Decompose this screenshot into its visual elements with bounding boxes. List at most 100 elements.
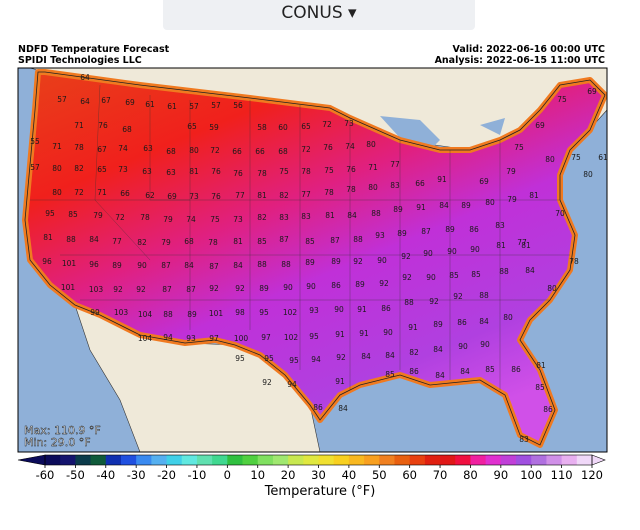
colorbar-bin xyxy=(546,455,563,465)
station-temp: 89 xyxy=(187,310,197,319)
station-temp: 92 xyxy=(136,285,146,294)
station-temp: 79 xyxy=(163,215,173,224)
station-temp: 89 xyxy=(433,320,443,329)
station-temp: 97 xyxy=(209,334,219,343)
colorbar-bin xyxy=(455,455,471,465)
station-temp: 87 xyxy=(209,262,219,271)
station-temp: 88 xyxy=(499,267,509,276)
station-temp: 57 xyxy=(57,95,67,104)
station-temp: 59 xyxy=(209,123,219,132)
station-temp: 86 xyxy=(511,365,521,374)
station-temp: 81 xyxy=(233,237,243,246)
colorbar-bin xyxy=(196,455,213,465)
station-temp: 68 xyxy=(278,147,288,156)
colorbar-tick-label: 120 xyxy=(581,468,603,482)
station-temp: 63 xyxy=(166,168,176,177)
colorbar-bin xyxy=(348,455,365,465)
station-temp: 95 xyxy=(309,332,319,341)
colorbar-tick-label: 0 xyxy=(224,468,231,482)
station-temp: 57 xyxy=(189,102,199,111)
station-temp: 84 xyxy=(385,351,395,360)
station-temp: 91 xyxy=(357,305,367,314)
station-temp: 83 xyxy=(279,213,289,222)
station-temp: 95 xyxy=(289,356,299,365)
station-temp: 65 xyxy=(187,122,197,131)
colorbar-tick-label: 60 xyxy=(402,468,417,482)
station-temp: 66 xyxy=(120,189,130,198)
station-temp: 73 xyxy=(118,165,128,174)
colorbar-bin xyxy=(379,455,395,465)
station-temp: 68 xyxy=(166,147,176,156)
station-temp: 72 xyxy=(301,145,311,154)
colorbar-bin xyxy=(212,455,228,465)
station-temp: 67 xyxy=(101,96,111,105)
station-temp: 61 xyxy=(167,102,177,111)
station-temp: 94 xyxy=(311,355,321,364)
station-temp: 80 xyxy=(366,140,376,149)
colorbar-bin xyxy=(75,455,91,465)
station-temp: 85 xyxy=(535,383,545,392)
station-temp: 83 xyxy=(519,435,529,444)
colorbar-bin xyxy=(318,455,335,465)
station-temp: 82 xyxy=(257,213,267,222)
station-temp: 83 xyxy=(390,181,400,190)
station-temp: 79 xyxy=(506,167,516,176)
station-temp: 89 xyxy=(331,257,341,266)
selector-label[interactable]: CONUS xyxy=(281,3,343,23)
colorbar-bin xyxy=(516,455,532,465)
colorbar-tick-label: -20 xyxy=(157,468,176,482)
station-temp: 80 xyxy=(503,313,513,322)
station-temp: 87 xyxy=(421,227,431,236)
station-temp: 92 xyxy=(262,378,272,387)
station-temp: 88 xyxy=(353,235,363,244)
station-temp: 90 xyxy=(137,261,147,270)
station-temp: 103 xyxy=(114,308,129,317)
station-temp: 104 xyxy=(138,310,153,319)
station-temp: 98 xyxy=(235,308,245,317)
station-temp: 81 xyxy=(496,241,506,250)
colorbar-tick-label: 20 xyxy=(281,468,296,482)
station-temp: 93 xyxy=(309,306,319,315)
station-temp: 65 xyxy=(301,122,311,131)
station-temp: 78 xyxy=(346,185,356,194)
station-temp: 71 xyxy=(52,142,62,151)
station-temp: 84 xyxy=(433,345,443,354)
station-temp: 91 xyxy=(437,175,447,184)
us-border xyxy=(24,71,606,446)
station-temp: 75 xyxy=(514,143,524,152)
station-temp: 103 xyxy=(89,285,104,294)
station-temp: 69 xyxy=(167,192,177,201)
station-temp: 66 xyxy=(232,147,242,156)
station-temp: 87 xyxy=(330,236,340,245)
station-temp: 56 xyxy=(233,101,243,110)
station-temp: 86 xyxy=(409,367,419,376)
region-selector[interactable]: CONUS ▾ xyxy=(163,0,475,30)
colorbar-tick-label: 40 xyxy=(342,468,357,482)
station-temp: 92 xyxy=(353,257,363,266)
colorbar-label: Temperature (°F) xyxy=(264,484,376,499)
station-temp: 58 xyxy=(257,123,267,132)
station-temp: 86 xyxy=(457,318,467,327)
station-temp: 79 xyxy=(507,195,517,204)
station-temp: 95 xyxy=(235,354,245,363)
station-temp: 76 xyxy=(346,165,356,174)
colorbar-bin xyxy=(333,455,350,465)
colorbar-tick-label: 30 xyxy=(311,468,326,482)
station-temp: 75 xyxy=(324,166,334,175)
station-temp: 82 xyxy=(409,348,419,357)
station-temp: 84 xyxy=(338,404,348,413)
station-temp: 92 xyxy=(429,297,439,306)
station-temp: 92 xyxy=(379,279,389,288)
colorbar-tick-label: -30 xyxy=(127,468,146,482)
station-temp: 89 xyxy=(112,261,122,270)
station-temp: 64 xyxy=(80,73,90,82)
station-temp: 61 xyxy=(145,100,155,109)
station-temp: 74 xyxy=(118,144,128,153)
station-temp: 61 xyxy=(598,153,608,162)
station-temp: 88 xyxy=(257,260,267,269)
station-temp: 85 xyxy=(305,237,315,246)
station-temp: 87 xyxy=(161,261,171,270)
station-temp: 81 xyxy=(521,241,531,250)
colorbar-tick-label: -10 xyxy=(188,468,207,482)
station-temp: 90 xyxy=(447,247,457,256)
